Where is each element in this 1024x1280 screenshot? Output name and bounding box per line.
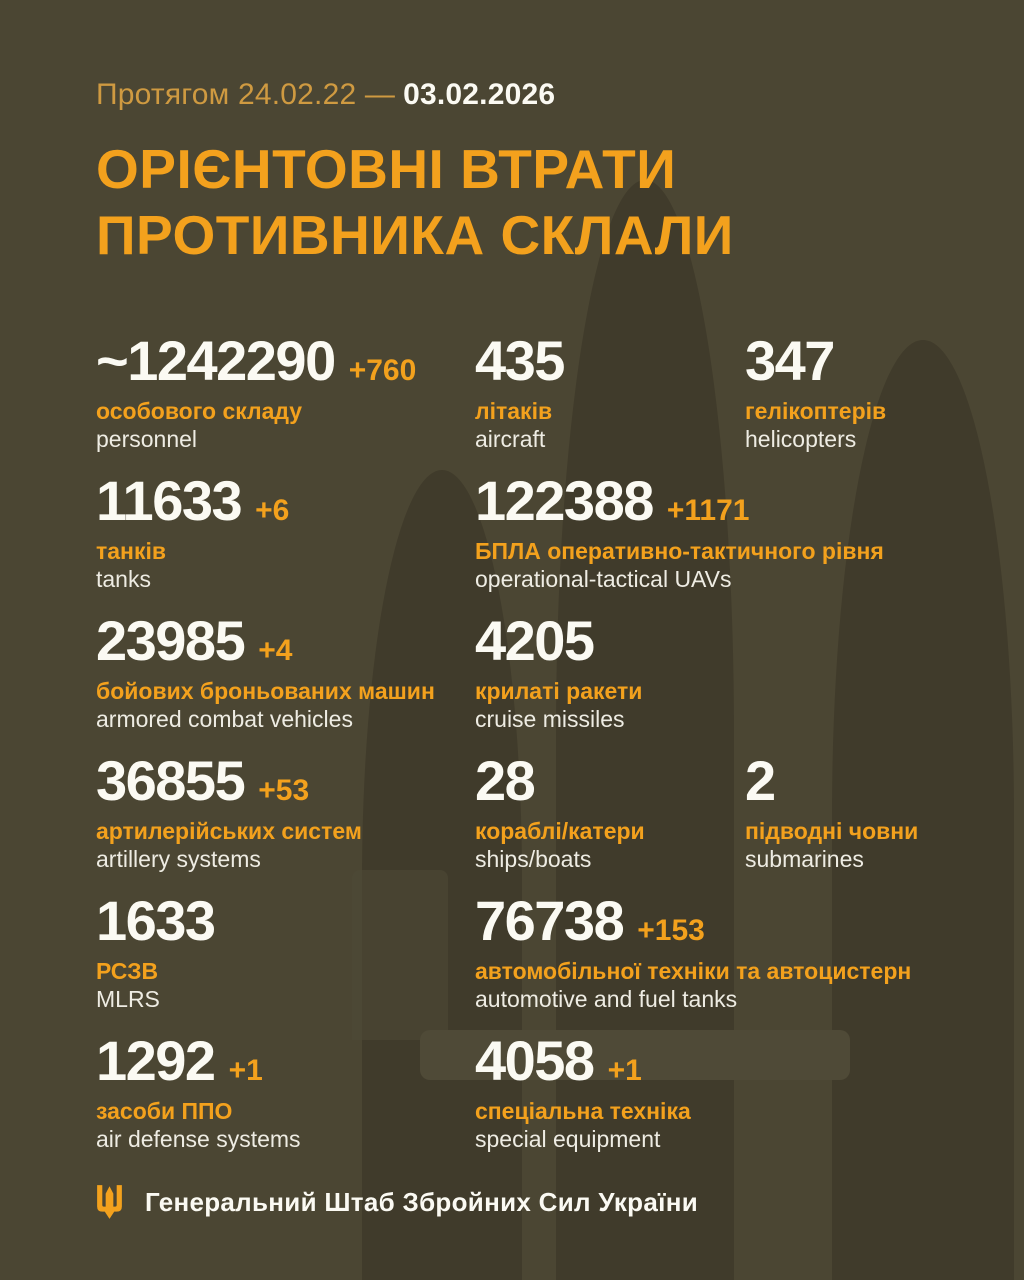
infographic-root: Протягом 24.02.22 —03.02.2026 ОРІЄНТОВНІ… <box>96 78 928 1220</box>
stat-tanks: 11633 +6 танків tanks <box>96 469 475 612</box>
stat-label-en: ships/boats <box>475 845 592 872</box>
stat-value: 4205 <box>475 609 595 672</box>
stat-air-defense: 1292 +1 засоби ППО air defense systems <box>96 1029 475 1172</box>
stat-value: 4058 <box>475 1029 595 1092</box>
stat-delta: +1171 <box>666 494 750 527</box>
stat-label-ua: автомобільної техніки та автоцистерн <box>475 957 912 984</box>
title-line-2: ПРОТИВНИКА СКЛАЛИ <box>96 204 734 266</box>
stat-value: 435 <box>475 329 565 392</box>
stat-label-en: artillery systems <box>96 845 261 872</box>
stat-automotive-fuel-tanks: 76738 +153 автомобільної техніки та автоц… <box>475 889 928 1032</box>
stat-label-en: aircraft <box>475 425 546 452</box>
stat-value: 28 <box>475 749 536 812</box>
stat-delta: +1 <box>228 1054 263 1087</box>
page-title: ОРІЄНТОВНІ ВТРАТИ ПРОТИВНИКА СКЛАЛИ <box>96 136 928 268</box>
tryzub-icon <box>97 1185 122 1219</box>
stat-value: ~1242290 <box>96 329 336 392</box>
stat-uavs: 122388 +1171 БПЛА оперативно-тактичного р… <box>475 469 928 612</box>
stat-label-ua: підводні човни <box>745 817 919 844</box>
period-date: 03.02.2026 <box>403 78 556 111</box>
stat-value: 23985 <box>96 609 246 672</box>
stat-value: 36855 <box>96 749 246 812</box>
stat-armored-combat-vehicles: 23985 +4 бойових броньованих машин armore… <box>96 609 475 752</box>
stat-helicopters: 347 гелікоптерів helicopters <box>745 329 928 472</box>
footer-org-name: Генеральний Штаб Збройних Сил України <box>145 1186 698 1217</box>
stat-value: 122388 <box>475 469 654 532</box>
stat-label-en: submarines <box>745 845 864 872</box>
stat-label-ua: танків <box>96 537 166 564</box>
stat-value: 76738 <box>475 889 625 952</box>
stat-label-en: personnel <box>96 425 198 452</box>
stat-label-ua: спеціальна техніка <box>475 1097 691 1124</box>
stat-submarines: 2 підводні човни submarines <box>745 749 928 892</box>
report-period: Протягом 24.02.22 —03.02.2026 <box>96 78 928 112</box>
losses-grid: ~1242290 +760 особового складу personnel … <box>96 329 928 1172</box>
stat-label-en: automotive and fuel tanks <box>475 985 738 1012</box>
stat-label-ua: бойових броньованих машин <box>96 677 435 704</box>
stat-label-ua: артилерійських систем <box>96 817 362 844</box>
stat-label-en: helicopters <box>745 425 857 452</box>
stat-delta: +760 <box>348 354 417 387</box>
stat-cruise-missiles: 4205 крилаті ракети cruise missiles <box>475 609 928 752</box>
stat-delta: +1 <box>607 1054 642 1087</box>
stat-delta: +6 <box>255 494 290 527</box>
stat-value: 11633 <box>96 469 243 532</box>
stat-aircraft: 435 літаків aircraft <box>475 329 745 472</box>
stat-label-ua: гелікоптерів <box>745 397 887 424</box>
stat-label-en: air defense systems <box>96 1125 301 1152</box>
stat-label-ua: літаків <box>475 397 553 424</box>
watermark-middle-prong <box>556 180 734 1280</box>
stat-label-en: cruise missiles <box>475 705 625 732</box>
stat-delta: +153 <box>637 914 705 947</box>
stat-personnel: ~1242290 +760 особового складу personnel <box>96 329 475 472</box>
stat-label-en: MLRS <box>96 985 160 1012</box>
stat-label-en: armored combat vehicles <box>96 705 353 732</box>
stat-delta: +4 <box>258 634 293 667</box>
stat-label-ua: особового складу <box>96 397 303 424</box>
stat-value: 2 <box>745 749 776 812</box>
stat-ships-boats: 28 кораблі/катери ships/boats <box>475 749 745 892</box>
stat-label-ua: БПЛА оперативно-тактичного рівня <box>475 537 884 564</box>
watermark-bar <box>352 870 448 1040</box>
stat-value: 1292 <box>96 1029 216 1092</box>
stat-delta: +53 <box>258 774 310 807</box>
watermark-right-prong <box>832 340 1014 1280</box>
stat-label-en: operational-tactical UAVs <box>475 565 732 592</box>
stat-artillery-systems: 36855 +53 артилерійських систем artillery… <box>96 749 475 892</box>
stat-label-ua: засоби ППО <box>96 1097 233 1124</box>
stat-label-ua: РСЗВ <box>96 957 159 984</box>
footer: Генеральний Штаб Збройних Сил України <box>96 1184 928 1220</box>
stat-label-en: tanks <box>96 565 151 592</box>
stat-label-en: special equipment <box>475 1125 661 1152</box>
period-prefix: Протягом 24.02.22 — <box>96 78 396 111</box>
title-line-1: ОРІЄНТОВНІ ВТРАТИ <box>96 138 677 200</box>
stat-value: 1633 <box>96 889 216 952</box>
watermark-crossband <box>420 1030 850 1080</box>
stat-mlrs: 1633 РСЗВ MLRS <box>96 889 475 1032</box>
stat-value: 347 <box>745 329 835 392</box>
stat-label-ua: крилаті ракети <box>475 677 643 704</box>
stat-special-equipment: 4058 +1 спеціальна техніка special equipm… <box>475 1029 928 1172</box>
stat-label-ua: кораблі/катери <box>475 817 645 844</box>
